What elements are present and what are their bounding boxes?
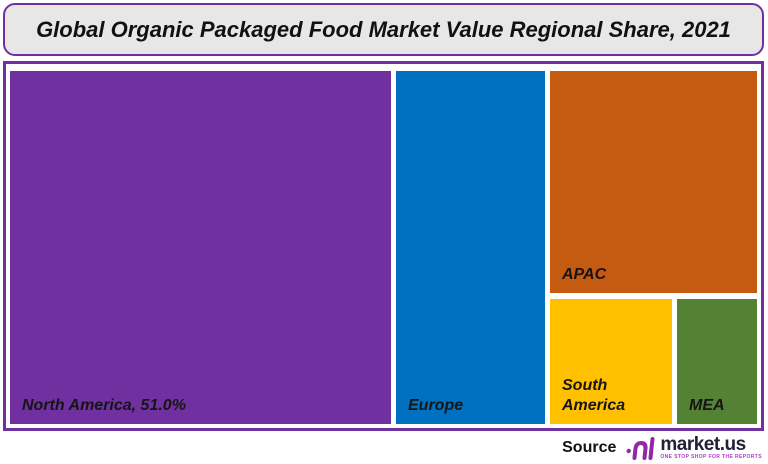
marketus-logo-icon <box>626 437 655 460</box>
treemap-label-north-america: North America, 51.0% <box>22 397 186 414</box>
treemap-label-mea: MEA <box>689 397 725 414</box>
treemap-tile-apac: APAC <box>550 71 757 293</box>
source-label: Source <box>562 438 617 456</box>
treemap-tile-north-america: North America, 51.0% <box>10 71 391 424</box>
brand-tagline: ONE STOP SHOP FOR THE REPORTS <box>660 454 762 460</box>
chart-title: Global Organic Packaged Food Market Valu… <box>36 16 731 42</box>
treemap-label-south-america: South America <box>562 377 626 414</box>
treemap-tiles: North America, 51.0% Europe APAC South Amer… <box>6 64 761 428</box>
chart-title-box: Global Organic Packaged Food Market Valu… <box>3 3 764 56</box>
treemap-label-europe: Europe <box>408 397 464 414</box>
treemap-tile-europe: Europe <box>396 71 545 424</box>
treemap-frame: North America, 51.0% Europe APAC South Amer… <box>3 61 764 431</box>
treemap-label-apac: APAC <box>562 266 607 283</box>
brand-text-col: market.us ONE STOP SHOP FOR THE REPORTS <box>660 435 762 460</box>
brand-name: market.us <box>660 434 746 455</box>
treemap-tile-south-america: South America <box>550 299 672 424</box>
treemap-tile-mea: MEA <box>677 299 757 424</box>
marketus-logo: market.us ONE STOP SHOP FOR THE REPORTS <box>626 434 762 461</box>
source-row: Source market.us ONE STOP SHOP FOR THE R… <box>562 431 762 464</box>
